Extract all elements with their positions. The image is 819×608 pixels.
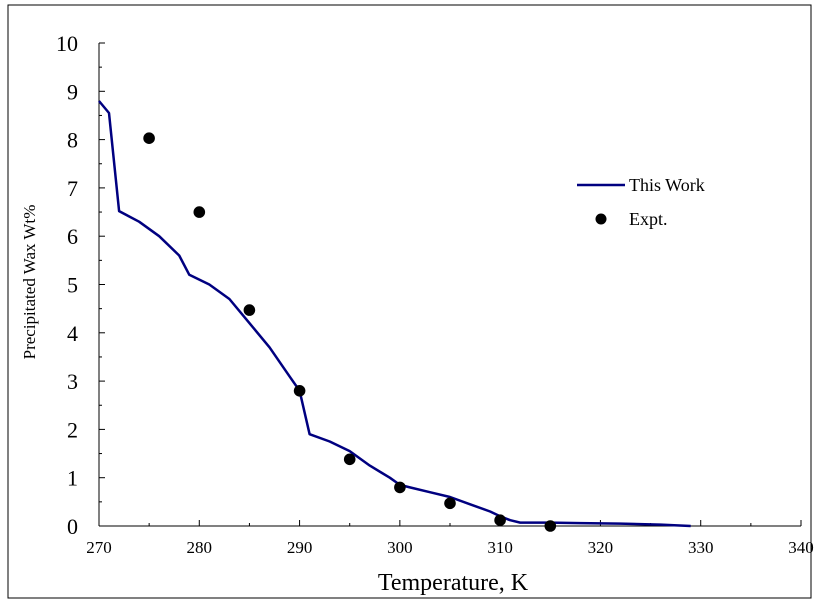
x-tick-label: 300 <box>387 538 413 557</box>
series-line-this-work <box>98 100 691 528</box>
y-tick-label: 9 <box>67 79 78 104</box>
data-point-expt <box>193 206 206 218</box>
data-point-expt <box>494 514 506 526</box>
y-tick-label: 3 <box>67 369 78 394</box>
x-axis-label: Temperature, K <box>378 570 529 596</box>
x-tick-label: 310 <box>487 538 513 557</box>
y-tick-label: 6 <box>67 224 78 249</box>
data-point-expt <box>394 481 406 494</box>
data-point-expt <box>293 385 306 397</box>
y-tick-label: 8 <box>67 128 78 153</box>
data-point-expt <box>544 520 557 532</box>
chart-frame <box>7 4 812 599</box>
plot-area <box>98 100 691 532</box>
data-point-expt <box>143 132 155 144</box>
x-tick-label: 280 <box>187 538 213 557</box>
legend-label-expt: Expt. <box>629 209 668 229</box>
y-tick-label: 7 <box>67 176 78 201</box>
legend: This Work Expt. <box>577 175 705 229</box>
x-tick-label: 320 <box>588 538 614 557</box>
x-tick-label: 330 <box>688 538 714 557</box>
y-tick-label: 5 <box>67 273 78 298</box>
y-tick-label: 10 <box>56 31 78 56</box>
x-tick-label: 340 <box>788 538 814 557</box>
y-tick-label: 1 <box>67 466 78 491</box>
y-tick-label: 4 <box>67 321 78 346</box>
data-point-expt <box>444 497 456 510</box>
axes: 0 1 2 3 4 5 6 7 8 9 10 270 280 290 300 310 320 330 340 <box>56 31 814 557</box>
legend-label-this-work: This Work <box>629 175 705 195</box>
data-point-expt <box>243 304 256 316</box>
legend-marker-swatch <box>595 213 607 225</box>
y-tick-label: 2 <box>67 417 78 442</box>
y-tick-label: 0 <box>67 514 78 539</box>
x-tick-label: 270 <box>86 538 112 557</box>
data-point-expt <box>343 453 356 466</box>
x-tick-label: 290 <box>287 538 313 557</box>
y-axis-label: Precipitated Wax Wt% <box>20 205 39 360</box>
